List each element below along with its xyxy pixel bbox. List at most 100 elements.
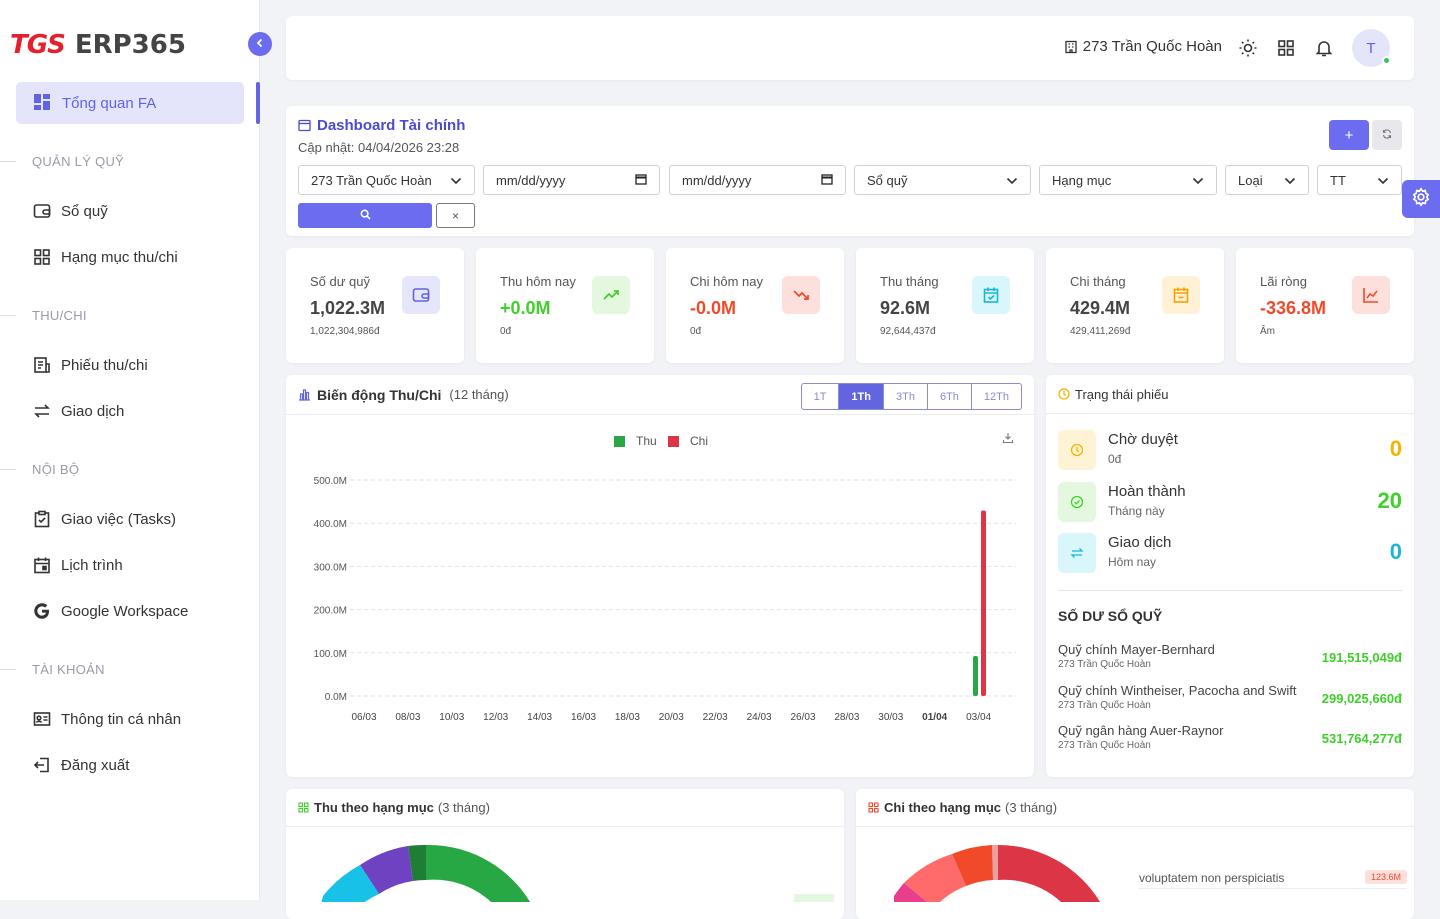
- branch-select[interactable]: 273 Trần Quốc Hoàn: [298, 165, 475, 195]
- top-bar: 273 Trần Quốc Hoàn T: [286, 16, 1414, 80]
- bar-thu: [973, 655, 978, 696]
- sidebar-item-giao-dich[interactable]: Giao dịch: [32, 401, 124, 421]
- income-by-category-title: Thu theo hạng mục: [314, 800, 434, 815]
- calendar-icon: [32, 555, 52, 575]
- app-logo[interactable]: TGS ERP365: [10, 30, 186, 60]
- chevron-down-icon: [450, 173, 462, 188]
- y-tick-label: 100.0M: [314, 649, 347, 660]
- settings-button[interactable]: [1402, 180, 1440, 218]
- status-card-title: Trạng thái phiếu: [1075, 386, 1169, 402]
- stat-sub: 92,644,437đ: [880, 326, 936, 337]
- expense-category-name: voluptatem non perspiciatis: [1139, 871, 1285, 885]
- x-tick-label: 28/03: [834, 712, 859, 723]
- nav-heading-thu-chi: THU/CHI: [32, 308, 87, 323]
- id-card-icon: [32, 709, 52, 729]
- x-tick-label: 03/04: [966, 712, 991, 723]
- apps-button[interactable]: [1276, 38, 1296, 58]
- range-button-1t[interactable]: 1T: [813, 390, 827, 403]
- sidebar-item-dang-xuat[interactable]: Đăng xuất: [32, 755, 129, 775]
- fund-name: Quỹ chính Mayer-Bernhard: [1058, 642, 1215, 657]
- building-icon: [1064, 40, 1078, 54]
- fund-select[interactable]: Sổ quỹ: [854, 165, 1031, 195]
- list-item[interactable]: voluptatem non perspiciatis 123.6M: [1139, 869, 1407, 889]
- sidebar-item-so-quy[interactable]: Sổ quỹ: [32, 201, 108, 221]
- date-to-input[interactable]: mm/dd/yyyy: [669, 165, 846, 195]
- trend-chart-title: Biến động Thu/Chi: [317, 386, 442, 403]
- status-row-pending[interactable]: Chờ duyệt 0đ 0: [1058, 430, 1402, 470]
- legend-swatch: [668, 436, 679, 447]
- fund-name: Quỹ chính Wintheiser, Pacocha and Swift: [1058, 683, 1297, 698]
- theme-toggle-button[interactable]: [1238, 38, 1258, 58]
- last-updated: Cập nhật: 04/04/2026 23:28: [298, 140, 460, 155]
- x-tick-label: 06/03: [351, 712, 376, 723]
- type-select-value: Loại: [1238, 172, 1263, 188]
- clock-icon: [1058, 388, 1070, 400]
- sidebar-item-hang-muc[interactable]: Hạng mục thu/chi: [32, 247, 178, 267]
- x-tick-label: 30/03: [878, 712, 903, 723]
- add-button[interactable]: +: [1329, 120, 1369, 150]
- clear-filters-button[interactable]: ×: [436, 203, 475, 228]
- fund-balance: 531,764,277đ: [1321, 731, 1402, 746]
- sidebar-item-label: Đăng xuất: [61, 756, 130, 774]
- sidebar-item-google-workspace[interactable]: Google Workspace: [32, 601, 188, 621]
- nav-heading-tai-khoan: TÀI KHOẢN: [32, 662, 105, 677]
- status-count: 0: [1389, 436, 1402, 461]
- status-count: 0: [1389, 539, 1402, 564]
- sidebar-item-label: Hạng mục thu/chi: [61, 248, 178, 266]
- fund-balance: 299,025,660đ: [1321, 691, 1402, 706]
- income-by-category-card: Thu theo hạng mục (3 tháng): [286, 789, 844, 919]
- trend-chart-card: Biến động Thu/Chi (12 tháng) 1T 1Th 3Th …: [286, 375, 1034, 777]
- date-from-input[interactable]: mm/dd/yyyy: [483, 165, 660, 195]
- chevron-down-icon: [1377, 173, 1389, 188]
- wallet-icon: [32, 201, 52, 221]
- avatar-initial: T: [1366, 39, 1376, 57]
- range-button-6th[interactable]: 6Th: [926, 384, 971, 409]
- sidebar-item-label: Lịch trình: [61, 556, 123, 574]
- stat-sub: 1,022,304,986đ: [310, 326, 380, 337]
- stat-sub: 429,411,269đ: [1070, 326, 1131, 337]
- trending-down-icon: [782, 276, 820, 314]
- divider: [0, 469, 16, 470]
- type-select[interactable]: Loại: [1225, 165, 1309, 195]
- fund-row[interactable]: Quỹ chính Mayer-Bernhard 273 Trần Quốc H…: [1058, 642, 1402, 670]
- sidebar-item-tong-quan-fa[interactable]: Tổng quan FA: [16, 82, 244, 124]
- status-row-transactions[interactable]: Giao dịch Hôm nay 0: [1058, 533, 1402, 573]
- logo-erp: ERP365: [74, 30, 186, 60]
- dashboard-grid-icon: [33, 93, 53, 113]
- x-tick-label: 24/03: [747, 712, 772, 723]
- stat-label: Lãi ròng: [1260, 274, 1307, 289]
- refresh-button[interactable]: [1372, 120, 1402, 150]
- sidebar-item-label: Thông tin cá nhân: [61, 710, 182, 728]
- sidebar-item-lich-trinh[interactable]: Lịch trình: [32, 555, 123, 575]
- x-tick-label: 20/03: [659, 712, 684, 723]
- chevron-down-icon: [1284, 173, 1296, 188]
- calendar-icon: [635, 173, 647, 188]
- sidebar-item-giao-viec[interactable]: Giao việc (Tasks): [32, 509, 176, 529]
- search-button[interactable]: [298, 203, 432, 228]
- sidebar-item-phieu-thu-chi[interactable]: Phiếu thu/chi: [32, 355, 148, 375]
- stat-card-income-month: Thu tháng 92.6M 92,644,437đ: [856, 248, 1034, 363]
- range-button-3th[interactable]: 3Th: [882, 384, 927, 409]
- notifications-button[interactable]: [1314, 38, 1334, 58]
- range-button-1th[interactable]: 1Th: [838, 384, 883, 409]
- fund-row[interactable]: Quỹ chính Wintheiser, Pacocha and Swift …: [1058, 683, 1402, 711]
- location-selector[interactable]: 273 Trần Quốc Hoàn: [1064, 38, 1222, 55]
- stat-value: 1,022.3M: [310, 298, 386, 318]
- status-select[interactable]: TT: [1317, 165, 1402, 195]
- download-icon[interactable]: [1002, 431, 1014, 449]
- google-icon: [32, 601, 52, 621]
- chevron-left-icon: [255, 35, 265, 53]
- y-tick-label: 300.0M: [314, 562, 347, 573]
- sidebar-item-thong-tin-ca-nhan[interactable]: Thông tin cá nhân: [32, 709, 181, 729]
- fund-branch: 273 Trần Quốc Hoàn: [1058, 740, 1151, 751]
- date-to-placeholder: mm/dd/yyyy: [682, 172, 752, 188]
- avatar[interactable]: T: [1352, 29, 1391, 67]
- category-select[interactable]: Hạng mục: [1039, 165, 1217, 195]
- check-circle-icon: [1058, 482, 1096, 522]
- range-button-12th[interactable]: 12Th: [970, 384, 1021, 409]
- fund-row[interactable]: Quỹ ngân hàng Auer-Raynor 273 Trần Quốc …: [1058, 723, 1402, 751]
- sidebar-collapse-button[interactable]: [248, 32, 272, 56]
- sidebar-item-label: Phiếu thu/chi: [61, 356, 148, 374]
- status-row-completed[interactable]: Hoàn thành Tháng này 20: [1058, 482, 1402, 522]
- x-tick-label: 01/04: [922, 712, 947, 723]
